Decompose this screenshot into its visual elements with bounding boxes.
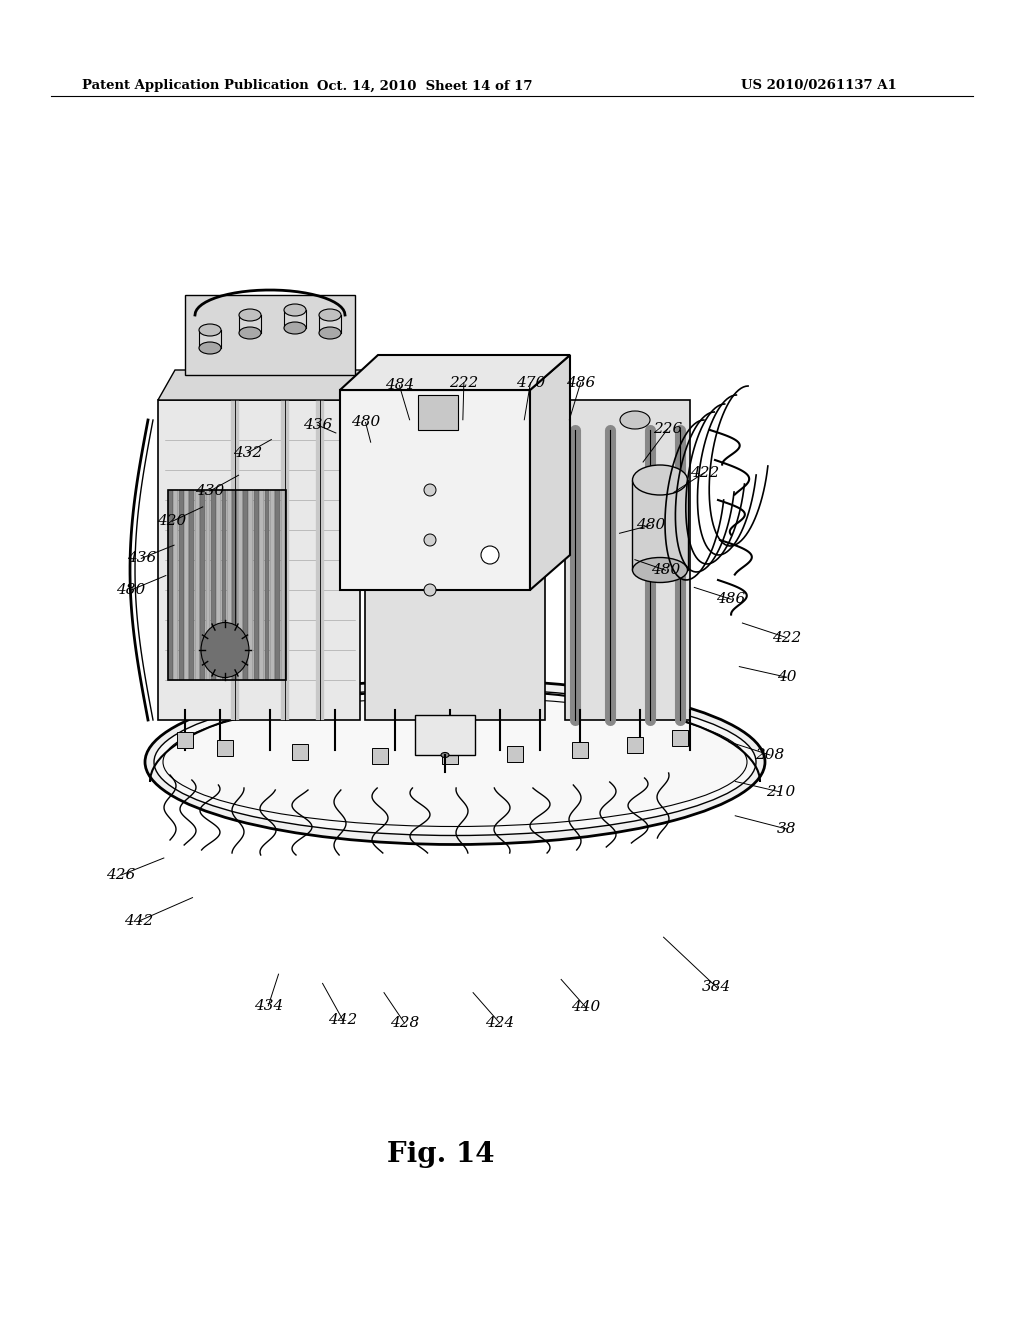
Polygon shape xyxy=(418,395,458,430)
Ellipse shape xyxy=(199,323,221,337)
Polygon shape xyxy=(372,748,388,764)
Text: 436: 436 xyxy=(127,552,156,565)
Polygon shape xyxy=(184,490,188,680)
Polygon shape xyxy=(195,490,200,680)
Polygon shape xyxy=(179,490,183,680)
Ellipse shape xyxy=(620,411,650,429)
Text: Oct. 14, 2010  Sheet 14 of 17: Oct. 14, 2010 Sheet 14 of 17 xyxy=(317,79,532,92)
Text: 428: 428 xyxy=(390,1016,419,1030)
Polygon shape xyxy=(185,294,355,375)
Ellipse shape xyxy=(481,546,499,564)
Ellipse shape xyxy=(319,327,341,339)
Text: 484: 484 xyxy=(385,379,414,392)
Polygon shape xyxy=(530,355,570,590)
Text: 486: 486 xyxy=(566,376,595,389)
Polygon shape xyxy=(259,490,264,680)
Polygon shape xyxy=(206,490,210,680)
Polygon shape xyxy=(211,490,216,680)
Polygon shape xyxy=(442,748,458,764)
Polygon shape xyxy=(340,389,530,590)
Text: 422: 422 xyxy=(772,631,801,644)
Text: 420: 420 xyxy=(158,515,186,528)
Text: US 2010/0261137 A1: US 2010/0261137 A1 xyxy=(741,79,897,92)
Text: 426: 426 xyxy=(106,869,135,882)
Text: 442: 442 xyxy=(124,915,153,928)
Polygon shape xyxy=(177,733,193,748)
Text: 208: 208 xyxy=(756,748,784,762)
Text: 442: 442 xyxy=(329,1014,357,1027)
Polygon shape xyxy=(189,490,195,680)
Text: 226: 226 xyxy=(653,422,682,436)
Polygon shape xyxy=(340,355,570,389)
Text: 440: 440 xyxy=(571,1001,600,1014)
Ellipse shape xyxy=(319,309,341,321)
Text: 480: 480 xyxy=(636,519,665,532)
Ellipse shape xyxy=(201,623,249,677)
Ellipse shape xyxy=(199,342,221,354)
Polygon shape xyxy=(572,742,588,758)
Text: 210: 210 xyxy=(766,785,795,799)
Polygon shape xyxy=(249,490,253,680)
Polygon shape xyxy=(627,737,643,752)
Ellipse shape xyxy=(154,689,756,836)
Polygon shape xyxy=(281,490,286,680)
Ellipse shape xyxy=(284,322,306,334)
Text: 422: 422 xyxy=(690,466,719,479)
Polygon shape xyxy=(292,744,308,760)
Polygon shape xyxy=(221,490,226,680)
Text: 436: 436 xyxy=(303,418,332,432)
Polygon shape xyxy=(232,490,238,680)
Polygon shape xyxy=(217,741,233,756)
Polygon shape xyxy=(415,715,475,755)
Polygon shape xyxy=(158,400,360,719)
Polygon shape xyxy=(507,746,523,762)
Polygon shape xyxy=(565,400,690,719)
Text: 424: 424 xyxy=(485,1016,514,1030)
Polygon shape xyxy=(365,420,545,719)
Text: 430: 430 xyxy=(196,484,224,498)
Ellipse shape xyxy=(145,680,765,845)
Polygon shape xyxy=(173,490,178,680)
Text: 486: 486 xyxy=(717,593,745,606)
Text: 470: 470 xyxy=(516,376,545,389)
Ellipse shape xyxy=(633,465,687,495)
Polygon shape xyxy=(216,490,221,680)
Ellipse shape xyxy=(424,583,436,597)
Polygon shape xyxy=(632,480,688,570)
Text: Patent Application Publication: Patent Application Publication xyxy=(82,79,308,92)
Polygon shape xyxy=(254,490,259,680)
Ellipse shape xyxy=(239,327,261,339)
Polygon shape xyxy=(227,490,231,680)
Ellipse shape xyxy=(441,752,449,758)
Polygon shape xyxy=(275,490,281,680)
Text: 40: 40 xyxy=(776,671,797,684)
Polygon shape xyxy=(264,490,269,680)
Text: 432: 432 xyxy=(233,446,262,459)
Polygon shape xyxy=(168,490,173,680)
Text: 480: 480 xyxy=(351,416,380,429)
Ellipse shape xyxy=(633,557,687,582)
Text: 384: 384 xyxy=(702,981,731,994)
Ellipse shape xyxy=(424,535,436,546)
Ellipse shape xyxy=(239,309,261,321)
Polygon shape xyxy=(672,730,688,746)
Text: 38: 38 xyxy=(776,822,797,836)
Polygon shape xyxy=(243,490,248,680)
Text: 434: 434 xyxy=(254,999,283,1012)
Polygon shape xyxy=(200,490,205,680)
Polygon shape xyxy=(270,490,274,680)
Text: Fig. 14: Fig. 14 xyxy=(387,1142,494,1168)
Text: 222: 222 xyxy=(450,376,478,389)
Polygon shape xyxy=(158,370,365,400)
Ellipse shape xyxy=(424,484,436,496)
Text: 480: 480 xyxy=(117,583,145,597)
Ellipse shape xyxy=(284,304,306,315)
Polygon shape xyxy=(238,490,243,680)
Text: 480: 480 xyxy=(651,564,680,577)
